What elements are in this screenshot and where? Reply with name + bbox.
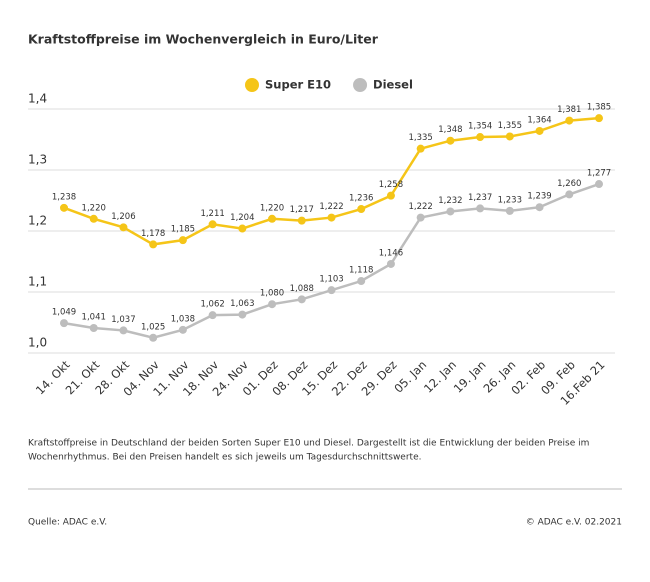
y-tick-label: 1,4 <box>28 92 47 106</box>
value-label: 1,146 <box>379 248 403 258</box>
value-label: 1,222 <box>408 202 432 212</box>
point <box>238 310 247 319</box>
value-label: 1,364 <box>527 115 551 125</box>
description: Wochenrhythmus. Bei den Preisen handelt … <box>28 453 421 463</box>
point <box>535 126 544 135</box>
value-label: 1,220 <box>82 203 106 213</box>
value-label: 1,277 <box>587 169 611 179</box>
value-label: 1,354 <box>468 122 492 132</box>
value-label: 1,062 <box>200 300 224 310</box>
value-label: 1,217 <box>290 205 314 215</box>
value-label: 1,232 <box>438 196 462 206</box>
point <box>268 300 277 309</box>
point <box>89 323 98 332</box>
point <box>565 190 574 199</box>
value-label: 1,088 <box>290 284 314 294</box>
point <box>208 311 217 320</box>
point <box>357 205 366 214</box>
point <box>327 286 336 295</box>
value-label: 1,238 <box>52 192 76 202</box>
point <box>535 203 544 212</box>
point <box>505 206 514 215</box>
point <box>386 191 395 200</box>
point <box>297 216 306 225</box>
legend-label: Super E10 <box>265 78 331 92</box>
point <box>297 295 306 304</box>
source: Quelle: ADAC e.V. <box>28 518 107 528</box>
point <box>446 207 455 216</box>
point <box>149 333 158 342</box>
value-label: 1,348 <box>438 125 462 135</box>
value-label: 1,103 <box>319 275 343 285</box>
legend-marker <box>353 78 368 92</box>
description: Kraftstoffpreise in Deutschland der beid… <box>28 439 589 449</box>
value-label: 1,220 <box>260 203 284 213</box>
y-tick-label: 1,3 <box>28 153 47 167</box>
point <box>565 116 574 125</box>
y-tick-label: 1,2 <box>28 214 47 228</box>
value-label: 1,355 <box>498 121 522 131</box>
point <box>476 133 485 142</box>
value-label: 1,222 <box>319 202 343 212</box>
value-label: 1,385 <box>587 103 611 113</box>
value-label: 1,258 <box>379 180 403 190</box>
value-label: 1,237 <box>468 193 492 203</box>
point <box>60 203 68 212</box>
value-label: 1,080 <box>260 289 284 299</box>
value-label: 1,381 <box>557 105 581 115</box>
x-tick-label: 19. Jan <box>451 358 489 396</box>
point <box>149 240 158 249</box>
chart-title: Kraftstoffpreise im Wochenvergleich in E… <box>28 32 379 47</box>
point <box>446 136 455 145</box>
x-tick-label: 05. Jan <box>391 358 429 396</box>
point <box>327 213 336 222</box>
point <box>208 220 217 229</box>
value-label: 1,185 <box>171 225 195 235</box>
value-label: 1,233 <box>498 195 522 205</box>
point <box>89 214 98 223</box>
point <box>595 180 603 189</box>
point <box>386 259 395 268</box>
point <box>238 224 247 233</box>
value-label: 1,178 <box>141 229 165 239</box>
point <box>178 325 187 334</box>
value-label: 1,335 <box>408 133 432 143</box>
legend-marker <box>245 78 259 92</box>
y-tick-label: 1,1 <box>28 275 47 289</box>
value-label: 1,204 <box>230 213 254 223</box>
point <box>505 132 514 141</box>
point <box>416 144 425 153</box>
value-label: 1,049 <box>52 308 76 318</box>
value-label: 1,025 <box>141 322 165 332</box>
value-label: 1,239 <box>527 192 551 202</box>
value-label: 1,038 <box>171 314 195 324</box>
value-label: 1,211 <box>200 209 224 219</box>
point <box>119 326 128 335</box>
line <box>63 116 600 246</box>
value-label: 1,206 <box>111 212 135 222</box>
point <box>357 277 366 286</box>
value-label: 1,063 <box>230 299 254 309</box>
x-tick-label: 12. Jan <box>421 358 459 396</box>
value-label: 1,236 <box>349 194 373 204</box>
value-label: 1,037 <box>111 315 135 325</box>
legend-label: Diesel <box>373 78 413 92</box>
point <box>178 236 187 245</box>
y-tick-label: 1,0 <box>28 336 47 350</box>
point <box>595 114 603 123</box>
point <box>119 223 128 232</box>
value-label: 1,118 <box>349 266 373 276</box>
copyright: © ADAC e.V. 02.2021 <box>526 518 622 528</box>
point <box>268 214 277 223</box>
value-label: 1,041 <box>82 312 106 322</box>
point <box>60 319 68 328</box>
point <box>416 213 425 222</box>
point <box>476 204 485 213</box>
value-label: 1,260 <box>557 179 581 189</box>
